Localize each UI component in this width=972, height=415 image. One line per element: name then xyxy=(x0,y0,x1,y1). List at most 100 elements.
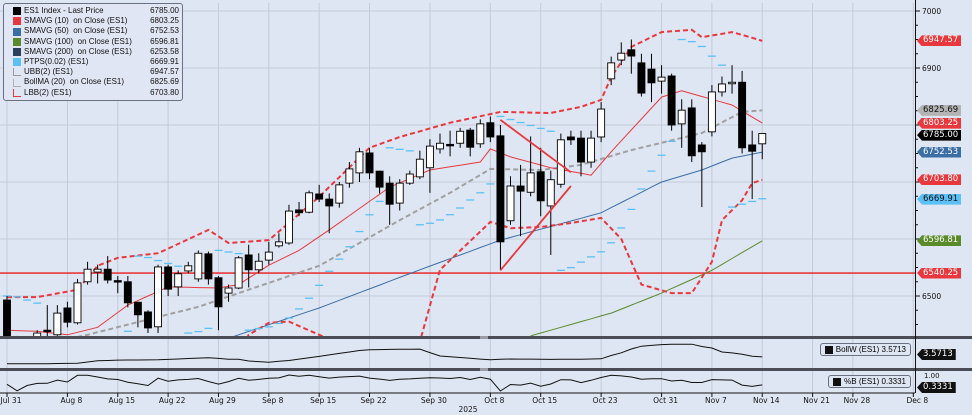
candle-body xyxy=(425,145,434,169)
main-pane xyxy=(0,28,915,373)
y-tick-label: 6900 xyxy=(922,64,941,73)
legend-swatch xyxy=(13,7,21,16)
candle-body xyxy=(14,339,21,373)
legend-value: 6752.53 xyxy=(150,26,179,36)
candle xyxy=(214,276,223,331)
candle xyxy=(738,70,747,154)
candle xyxy=(728,65,736,94)
candle-body xyxy=(133,301,142,316)
candle-body xyxy=(144,311,152,329)
candle-body xyxy=(164,266,173,290)
candle xyxy=(295,201,303,217)
candle xyxy=(264,241,273,265)
candle-body xyxy=(3,299,11,336)
legend-item[interactable]: PTPS(0.02) (ES1) 6669.91 xyxy=(7,57,179,67)
trendline xyxy=(499,185,572,271)
legend-item[interactable]: ES1 Index - Last Price 6785.00 xyxy=(7,6,179,16)
candle-body xyxy=(325,198,334,207)
candle xyxy=(657,65,666,94)
candle-body xyxy=(577,137,585,163)
candle-body xyxy=(456,130,465,144)
indicator-panes xyxy=(6,343,763,392)
candle-body xyxy=(123,281,132,304)
candle xyxy=(345,162,354,188)
candle xyxy=(718,76,726,97)
candle-body xyxy=(53,312,62,336)
candle-body xyxy=(93,268,102,273)
legend-swatch xyxy=(13,78,21,87)
candle-body xyxy=(436,142,444,150)
legend-item[interactable]: LBB(2) (ES1) 6703.80 xyxy=(7,88,179,98)
candle-body xyxy=(748,144,757,152)
candle xyxy=(184,261,193,274)
legend-swatch xyxy=(13,68,21,77)
candle xyxy=(566,130,575,145)
legend-item[interactable]: SMAVG (50) on Close (ES1) 6752.53 xyxy=(7,26,179,36)
legend-item[interactable]: BollMA (20) on Close (ES1) 6825.69 xyxy=(7,77,179,87)
candle xyxy=(144,310,152,334)
candle-body xyxy=(285,210,293,244)
candle-body xyxy=(506,185,515,222)
candle xyxy=(254,253,263,274)
pctb-legend[interactable]: %B (ES1) 0.3331 xyxy=(828,375,911,388)
x-tick-label: Nov 21 xyxy=(803,396,830,405)
candle-body xyxy=(214,277,223,308)
candle-body xyxy=(718,83,726,93)
candle-body xyxy=(305,192,314,213)
candle-body xyxy=(687,107,696,157)
candle-body xyxy=(355,151,364,174)
pctb-swatch xyxy=(833,377,842,386)
candle-body xyxy=(33,332,42,336)
candle xyxy=(446,130,455,157)
price-tag: 6596.81 xyxy=(917,235,962,247)
x-tick-label: Aug 15 xyxy=(108,396,135,405)
legend-swatch xyxy=(13,37,21,46)
candle-body xyxy=(395,182,404,204)
candle xyxy=(285,204,293,245)
candle xyxy=(677,99,686,148)
legend-item[interactable]: SMAVG (200) on Close (ES1) 6253.58 xyxy=(7,47,179,57)
x-tick-label: Jul 31 xyxy=(0,396,22,405)
x-year-label: 2025 xyxy=(458,405,477,414)
candle-body xyxy=(476,123,485,145)
price-tag: 6785.00 xyxy=(917,129,962,141)
candle-body xyxy=(466,129,475,148)
pane-resize-handle xyxy=(480,336,488,339)
candle-body xyxy=(607,62,616,80)
candle-body xyxy=(103,268,112,281)
legend-label: SMAVG (50) on Close (ES1) xyxy=(24,26,128,36)
candle-body xyxy=(254,260,263,271)
pctb-line xyxy=(6,374,763,392)
legend-label: SMAVG (200) on Close (ES1) xyxy=(24,46,132,56)
candle-body xyxy=(174,273,183,288)
candle xyxy=(516,164,525,237)
candle xyxy=(697,142,706,208)
candle-body xyxy=(274,241,283,247)
legend-item[interactable]: SMAVG (10) on Close (ES1) 6803.25 xyxy=(7,16,179,26)
candle-body xyxy=(657,76,666,82)
legend-item[interactable]: SMAVG (100) on Close (ES1) 6596.81 xyxy=(7,37,179,47)
candle xyxy=(375,170,384,194)
x-tick-label: Sep 30 xyxy=(421,396,447,405)
legend-value: 6253.58 xyxy=(150,46,179,56)
trendline xyxy=(499,119,572,174)
legend-label: BollMA (20) on Close (ES1) xyxy=(24,77,125,87)
candle-body xyxy=(516,185,525,192)
candle xyxy=(43,305,52,336)
x-tick-label: Sep 15 xyxy=(310,396,336,405)
candle xyxy=(587,130,596,168)
chart-legend[interactable]: ES1 Index - Last Price 6785.00 SMAVG (10) … xyxy=(3,3,183,101)
legend-item[interactable]: UBB(2) (ES1) 6947.57 xyxy=(7,67,179,77)
candle-body xyxy=(738,81,747,149)
candle xyxy=(244,244,253,288)
candle xyxy=(53,305,62,336)
bollw-legend[interactable]: BollW (ES1) 3.5713 xyxy=(819,343,911,356)
candle-body xyxy=(385,182,394,205)
candle-body xyxy=(637,62,646,94)
bollw-label: BollW (ES1) xyxy=(835,345,880,354)
candle-body xyxy=(335,184,344,204)
price-tag: 6703.80 xyxy=(917,174,962,186)
candle-body xyxy=(204,253,213,280)
pctb-value: 0.3331 xyxy=(881,377,906,386)
